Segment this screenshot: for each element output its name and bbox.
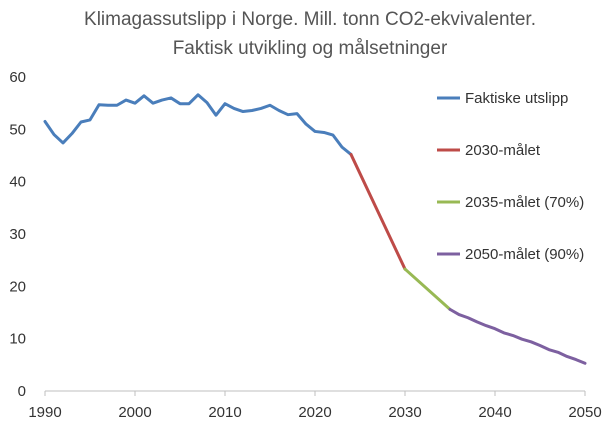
legend-label: 2050-målet (90%) [465,246,584,263]
x-tick-label: 1990 [28,404,61,421]
series-line-3 [403,267,452,311]
series-line-1 [43,93,353,156]
chart-title: Klimagassutslipp i Norge. Mill. tonn CO2… [84,9,536,30]
legend-label: 2030-målet [465,142,541,159]
y-tick-label: 20 [9,278,26,295]
legend-label: Faktiske utslipp [465,90,568,107]
y-tick-label: 50 [9,121,26,138]
x-tick-label: 2000 [118,404,151,421]
y-tick-label: 40 [9,174,26,191]
series-layer [43,93,587,365]
y-tick-label: 10 [9,331,26,348]
x-tick-label: 2040 [478,404,511,421]
x-tick-label: 2030 [388,404,421,421]
y-tick-label: 30 [9,226,26,243]
legend-label: 2035-målet (70%) [465,194,584,211]
y-tick-label: 60 [9,69,26,86]
legend: Faktiske utslipp 2030-målet 2035-målet (70… [437,90,584,263]
axis-layer: 1990 2000 2010 2020 2030 2040 2050010203040506… [9,69,601,421]
x-tick-label: 2050 [568,404,601,421]
series-line-2 [349,152,407,271]
chart-subtitle: Faktisk utvikling og målsetninger [173,38,448,59]
series-line-4 [448,307,587,365]
x-tick-label: 2020 [298,404,331,421]
x-tick-label: 2010 [208,404,241,421]
y-tick-label: 0 [18,383,26,400]
